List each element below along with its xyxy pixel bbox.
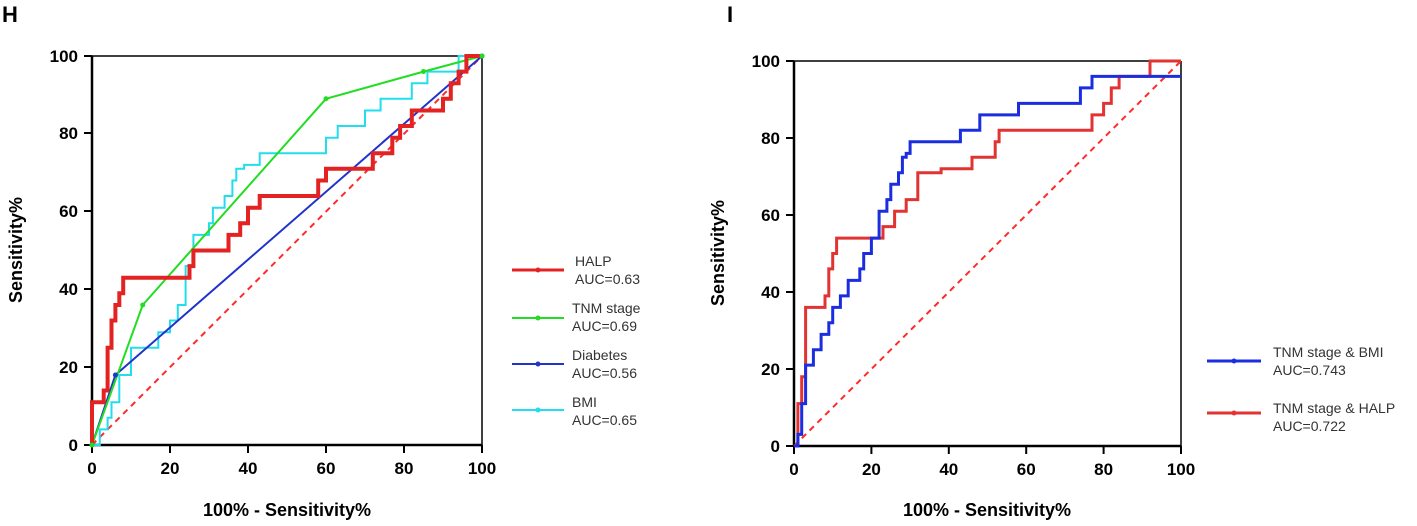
panel-letter-i: I (727, 2, 733, 27)
legend-auc-diabetes: AUC=0.56 (572, 365, 637, 381)
legend-item-halp: HALP AUC=0.63 (512, 253, 640, 287)
panel-h-series-group (89, 53, 485, 448)
x-tick-label: 20 (862, 460, 881, 479)
legend-marker-bmi (535, 407, 541, 413)
legend-item-tnm-stage-halp: TNM stage & HALP AUC=0.722 (1207, 400, 1395, 434)
legend-label-bmi: BMI (572, 394, 597, 410)
series-point (421, 69, 426, 75)
legend-item-bmi: BMI AUC=0.65 (512, 394, 637, 428)
series-line-tnm-stage-halp (794, 59, 1181, 448)
x-tick-label: 80 (395, 459, 414, 478)
series-point (112, 372, 118, 378)
legend-item-tnm-stage-bmi: TNM stage & BMI AUC=0.743 (1207, 344, 1383, 378)
legend-auc-tnm-stage-bmi: AUC=0.743 (1273, 362, 1346, 378)
panel-letter-h: H (2, 2, 18, 27)
y-tick-label: 100 (50, 47, 78, 66)
legend-marker-diabetes (535, 361, 541, 367)
y-tick-label: 80 (59, 124, 78, 143)
x-tick-label: 60 (317, 459, 336, 478)
y-tick-label: 100 (752, 52, 780, 71)
x-tick-label: 40 (939, 460, 958, 479)
x-ticks: 0 20 40 60 80 100 (87, 445, 496, 478)
legend-marker-tnm-stage-bmi (1231, 358, 1237, 364)
y-tick-label: 80 (761, 129, 780, 148)
legend-auc-halp: AUC=0.63 (575, 271, 640, 287)
legend-label-tnm-stage-bmi: TNM stage & BMI (1273, 344, 1383, 360)
panel-i-series-group (794, 59, 1181, 448)
legend-h: HALP AUC=0.63 TNM stage AUC=0.69 Diabete… (512, 253, 641, 428)
series-point (89, 442, 95, 448)
y-tick-label: 0 (771, 437, 780, 456)
y-tick-label: 40 (59, 280, 78, 299)
y-tick-label: 40 (761, 283, 780, 302)
y-tick-label: 60 (761, 206, 780, 225)
legend-label-halp: HALP (575, 253, 612, 269)
legend-marker-halp (535, 267, 541, 273)
panel-h-chart: H 0 20 40 60 80 100 0 (2, 2, 641, 520)
y-ticks: 0 20 40 60 80 100 (50, 47, 92, 455)
x-tick-label: 60 (1017, 460, 1036, 479)
legend-i: TNM stage & BMI AUC=0.743 TNM stage & HA… (1207, 344, 1395, 434)
y-axis-title: Sensitivity% (6, 197, 26, 303)
y-tick-label: 60 (59, 202, 78, 221)
x-tick-label: 20 (161, 459, 180, 478)
x-tick-label: 0 (87, 459, 96, 478)
legend-label-tnm-stage-halp: TNM stage & HALP (1273, 400, 1395, 416)
x-tick-label: 100 (468, 459, 496, 478)
series-line-bmi (92, 55, 482, 446)
series-point (323, 96, 329, 102)
y-tick-label: 0 (69, 436, 78, 455)
series-line-tnm-stage-bmi (794, 74, 1181, 448)
x-tick-label: 100 (1167, 460, 1195, 479)
reference-diagonal-line (793, 60, 1182, 447)
legend-auc-tnm-stage: AUC=0.69 (572, 318, 637, 334)
x-tick-label: 40 (239, 459, 258, 478)
y-tick-label: 20 (761, 360, 780, 379)
y-axis-title: Sensitivity% (708, 200, 728, 306)
legend-item-diabetes: Diabetes AUC=0.56 (512, 347, 637, 381)
legend-item-tnm-stage: TNM stage AUC=0.69 (512, 300, 641, 334)
x-axis-title: 100% - Sensitivity% (203, 500, 371, 520)
y-ticks: 0 20 40 60 80 100 (752, 52, 794, 456)
y-tick-label: 20 (59, 358, 78, 377)
x-ticks: 0 20 40 60 80 100 (789, 446, 1195, 479)
series-point (479, 53, 485, 59)
legend-marker-tnm-stage (535, 315, 541, 321)
series-line-halp (90, 54, 482, 445)
x-tick-label: 80 (1094, 460, 1113, 479)
legend-marker-tnm-stage-halp (1231, 410, 1237, 416)
panel-i-chart: I 0 20 40 60 80 100 0 20 (708, 2, 1395, 520)
x-axis-title: 100% - Sensitivity% (903, 500, 1071, 520)
legend-label-diabetes: Diabetes (572, 347, 627, 363)
reference-diagonal-line (91, 55, 483, 446)
legend-auc-tnm-stage-halp: AUC=0.722 (1273, 418, 1346, 434)
legend-label-tnm-stage: TNM stage (572, 300, 641, 316)
x-tick-label: 0 (789, 460, 798, 479)
legend-auc-bmi: AUC=0.65 (572, 412, 637, 428)
series-point (140, 302, 146, 308)
